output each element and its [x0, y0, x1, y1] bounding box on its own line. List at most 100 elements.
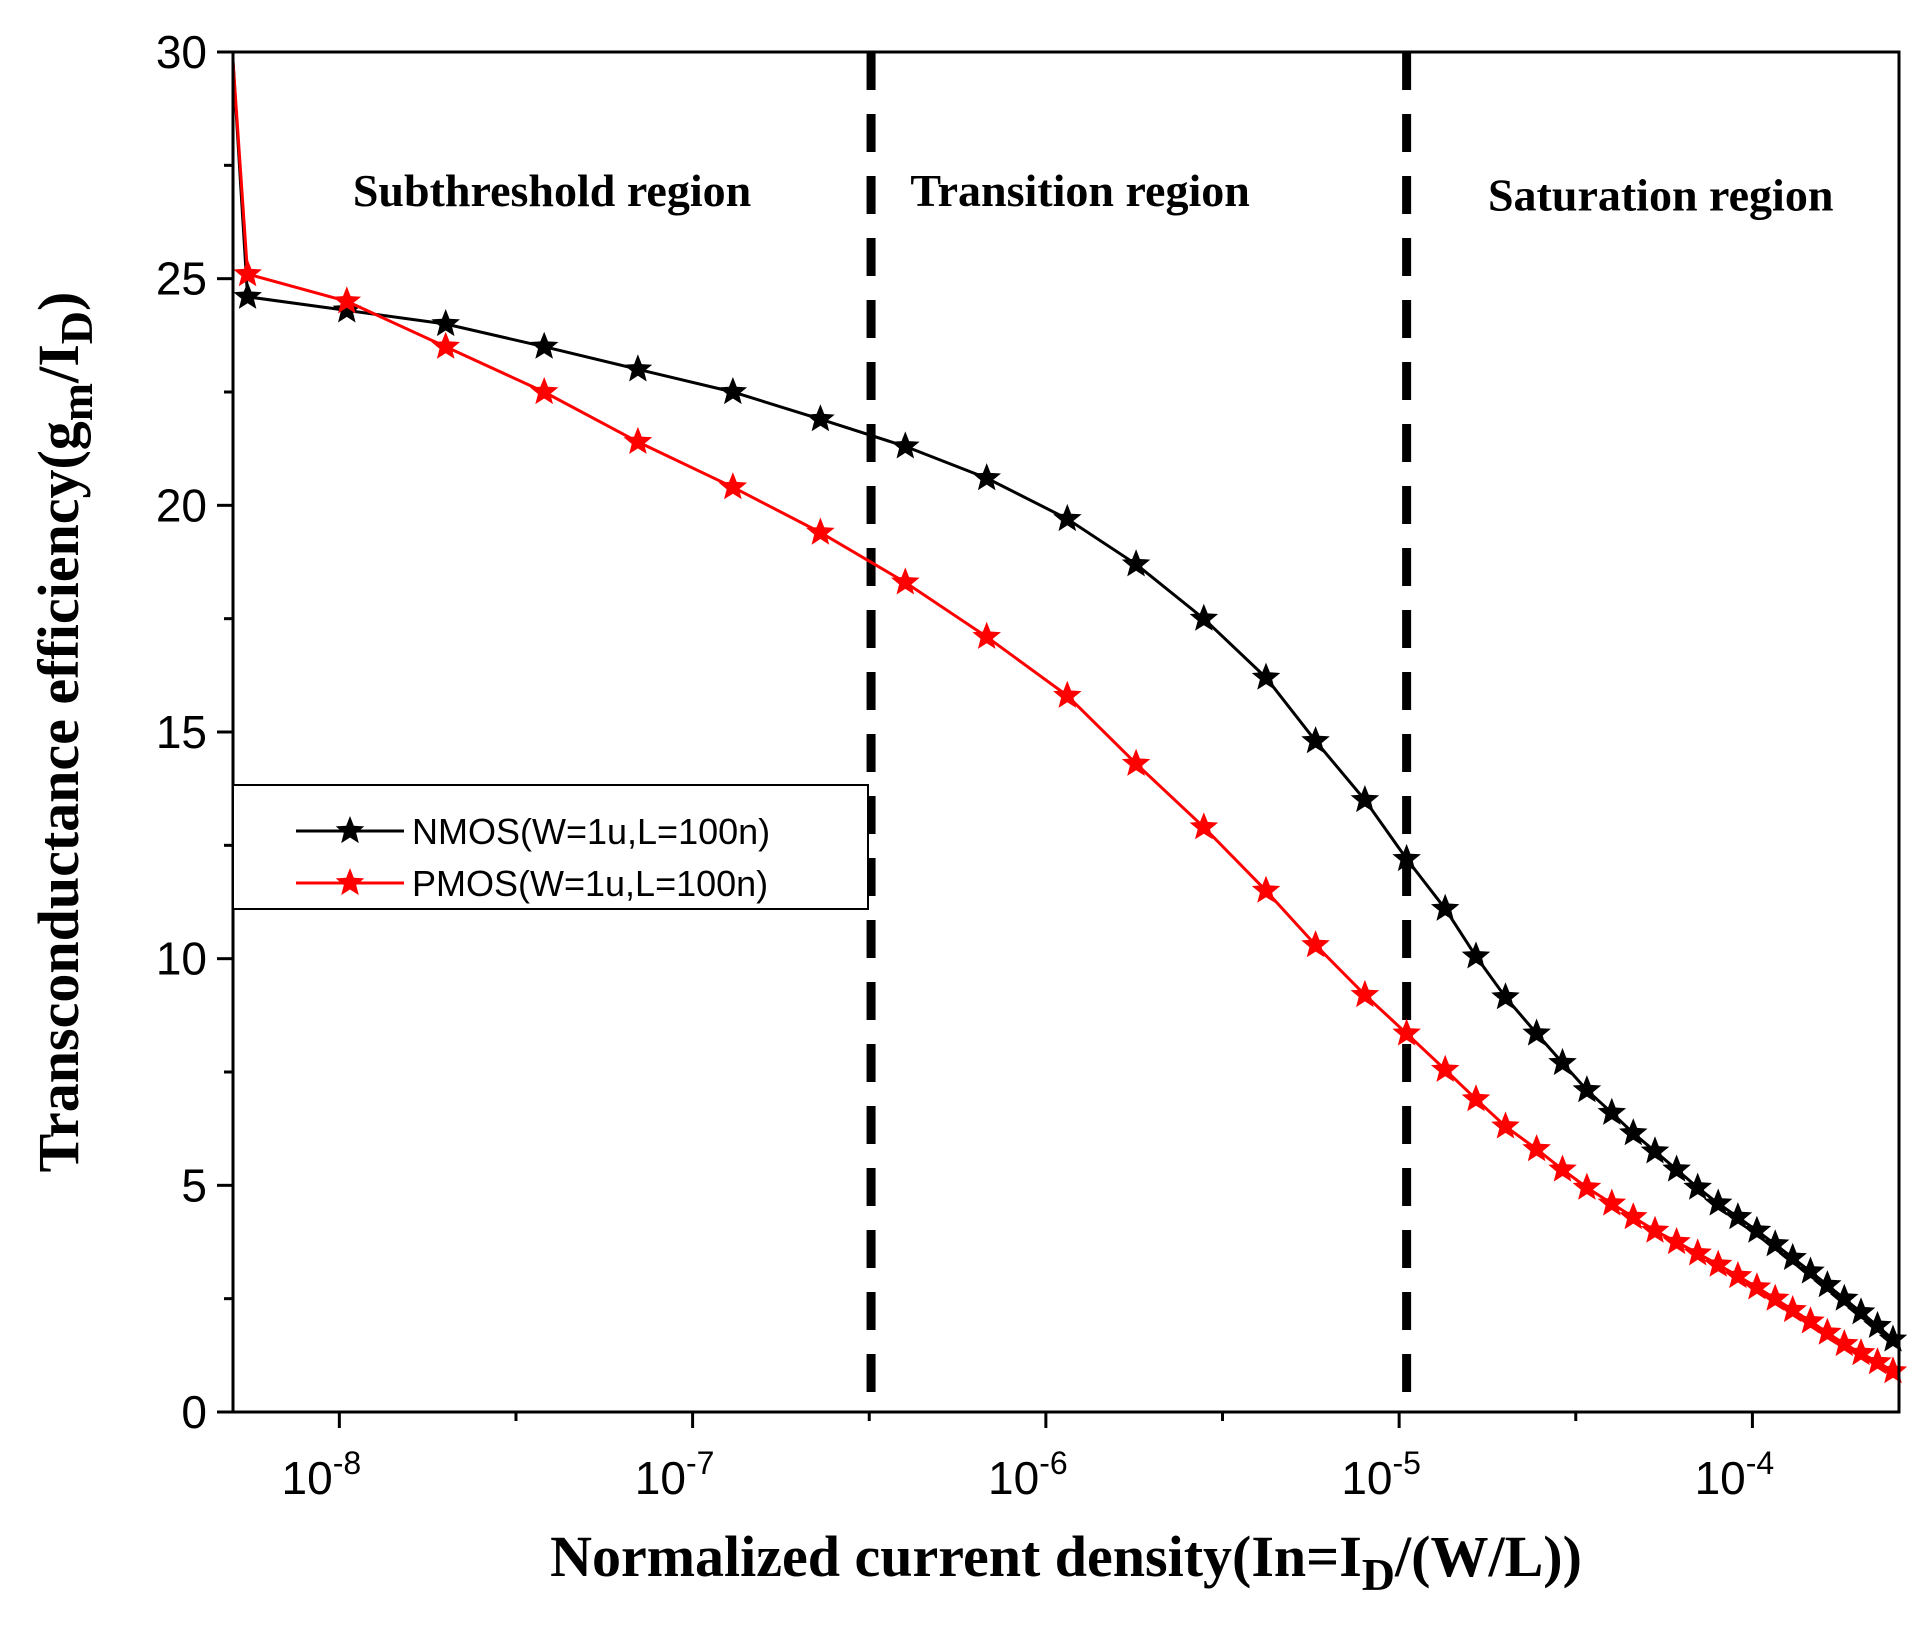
- series-1-point-36: [1846, 1297, 1876, 1325]
- axes-ticks: 0 5 10 15 20 25 30 10-8 10-7 10-6 10-5 10-4: [156, 26, 1774, 1504]
- y-tick-label-20: 20: [156, 479, 207, 531]
- y-axis-title-subscript-m: m: [51, 383, 102, 421]
- series-line-2: [231, 60, 1894, 1373]
- series-2-point-9: [972, 621, 1001, 649]
- series-2-point-2: [332, 286, 362, 314]
- region-label-3: Saturation region: [1488, 170, 1833, 221]
- region-label-2: Transition region: [910, 165, 1250, 216]
- y-axis-title-main: Transconductance efficiency(g: [26, 421, 91, 1172]
- series-2-point-23: [1597, 1188, 1627, 1216]
- series-1-point-23: [1597, 1097, 1627, 1125]
- series-2-point-13: [1251, 875, 1281, 903]
- series-1-point-6: [718, 377, 748, 405]
- series-1-point-35: [1830, 1283, 1859, 1311]
- series-2-point-32: [1778, 1295, 1807, 1323]
- plot-area-frame: [231, 50, 1901, 1414]
- legend-marker-2: [335, 868, 365, 896]
- series-2-point-11: [1121, 748, 1151, 776]
- series-2-point-1: [233, 259, 262, 287]
- series-1-point-29: [1723, 1202, 1753, 1230]
- series-2-point-19: [1491, 1111, 1520, 1139]
- legend-item-1: NMOS(W=1u,L=100n): [296, 811, 770, 852]
- series-2-point-26: [1662, 1227, 1691, 1255]
- region-label-1: Subthreshold region: [353, 165, 751, 216]
- legend-item-2: PMOS(W=1u,L=100n): [296, 863, 768, 904]
- legend: NMOS(W=1u,L=100n) PMOS(W=1u,L=100n): [232, 784, 869, 910]
- y-axis-title-mid: /I: [26, 344, 91, 384]
- series-1-point-27: [1683, 1172, 1712, 1200]
- series-2-point-24: [1619, 1202, 1648, 1230]
- series-1-point-34: [1813, 1270, 1842, 1298]
- y-axis-title-tail: ): [26, 292, 91, 311]
- y-tick-label-0: 0: [181, 1386, 207, 1438]
- series-1-point-19: [1491, 982, 1520, 1010]
- series-1-point-32: [1778, 1242, 1807, 1270]
- series-1-point-37: [1863, 1310, 1892, 1338]
- series-2-point-25: [1640, 1215, 1670, 1243]
- series-1-point-11: [1121, 549, 1151, 577]
- series-2-point-38: [1878, 1356, 1908, 1384]
- series-2-point-12: [1189, 812, 1219, 840]
- series-2-point-5: [623, 426, 653, 454]
- y-axis-title-subscript-d: D: [51, 311, 102, 344]
- region-labels: Subthreshold region Transition region Satu…: [353, 165, 1834, 221]
- series-1-point-22: [1572, 1075, 1602, 1103]
- x-tick-label--4: 10-4: [1695, 1445, 1775, 1504]
- series-2-point-14: [1301, 930, 1330, 958]
- series-1-point-28: [1703, 1188, 1733, 1216]
- y-tick-label-10: 10: [156, 933, 207, 985]
- series-2-point-21: [1548, 1154, 1577, 1182]
- legend-box: [232, 784, 869, 910]
- series-1-point-9: [972, 463, 1001, 491]
- series-1-point-26: [1662, 1154, 1691, 1182]
- x-axis-title-main: Normalized current density(In=I: [550, 1524, 1362, 1589]
- series-1-point-4: [529, 331, 559, 359]
- series-2-point-18: [1461, 1084, 1491, 1112]
- region-boundaries: [866, 52, 1412, 1412]
- series-2-point-29: [1723, 1261, 1753, 1289]
- x-tick-label--6: 10-6: [988, 1445, 1068, 1504]
- series-1-point-25: [1640, 1136, 1670, 1164]
- series-1-point-14: [1301, 726, 1330, 754]
- series-NMOS(W=1u,L=100n): [231, 61, 1908, 1352]
- y-tick-label-25: 25: [156, 253, 207, 305]
- series-2-point-37: [1863, 1347, 1892, 1375]
- series-2-point-33: [1796, 1306, 1825, 1334]
- series-2-point-36: [1846, 1338, 1876, 1366]
- series-1-point-38: [1878, 1324, 1908, 1352]
- series-2-point-16: [1392, 1018, 1421, 1046]
- series-1-point-5: [623, 354, 653, 382]
- series-2-point-17: [1430, 1054, 1460, 1082]
- data-series: [231, 60, 1908, 1384]
- series-1-point-13: [1251, 662, 1281, 690]
- series-2-point-10: [1053, 680, 1082, 708]
- series-2-point-31: [1760, 1283, 1790, 1311]
- y-axis-title: Transconductance efficiency(gm/ID): [26, 292, 102, 1173]
- x-tick-label--7: 10-7: [635, 1445, 715, 1504]
- series-1-point-24: [1619, 1118, 1648, 1146]
- series-PMOS(W=1u,L=100n): [231, 60, 1908, 1384]
- series-2-point-15: [1350, 979, 1380, 1008]
- series-1-point-3: [431, 309, 460, 337]
- series-2-point-20: [1522, 1134, 1551, 1162]
- series-1-point-31: [1760, 1229, 1790, 1257]
- series-1-point-7: [806, 404, 835, 432]
- series-1-point-8: [891, 431, 920, 459]
- series-2-point-30: [1742, 1272, 1772, 1300]
- series-2-point-22: [1572, 1172, 1602, 1200]
- series-2-point-6: [718, 472, 748, 500]
- series-1-point-2: [332, 295, 362, 323]
- x-tick-label--5: 10-5: [1341, 1445, 1421, 1504]
- series-1-point-16: [1392, 843, 1421, 872]
- series-2-point-34: [1813, 1317, 1842, 1345]
- x-axis-title: Normalized current density(In=ID/(W/L)): [550, 1524, 1582, 1600]
- series-1-point-10: [1053, 503, 1082, 532]
- series-1-point-17: [1430, 893, 1460, 921]
- series-1-point-15: [1350, 785, 1380, 813]
- y-tick-label-15: 15: [156, 706, 207, 758]
- series-2-point-27: [1683, 1238, 1712, 1266]
- series-2-point-8: [891, 567, 920, 595]
- series-2-point-28: [1703, 1249, 1733, 1277]
- series-1-point-33: [1796, 1256, 1825, 1284]
